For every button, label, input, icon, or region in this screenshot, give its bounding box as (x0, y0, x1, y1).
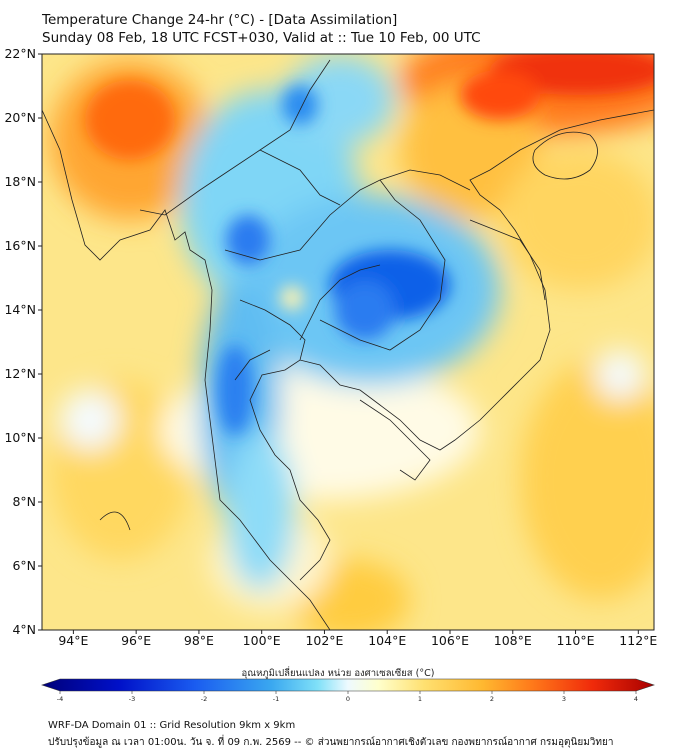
lat-tick-label: 14°N (4, 302, 36, 317)
colorbar: -4 -3 -2 -1 0 1 2 3 4 (41, 678, 655, 703)
map-title: Temperature Change 24-hr (°C) - [Data As… (42, 12, 398, 28)
latitude-axis: 22°N 20°N 18°N 16°N 14°N 12°N 10°N 8°N 6°N 4°N (4, 46, 42, 637)
lon-tick-label: 108°E (494, 633, 532, 648)
lat-tick-label: 10°N (4, 430, 36, 445)
colorbar-tick-label: -1 (273, 695, 279, 703)
footer-model-info: WRF-DA Domain 01 :: Grid Resolution 9km … (48, 720, 296, 731)
colorbar-tick-label: 3 (562, 695, 566, 703)
lon-tick-label: 110°E (557, 633, 595, 648)
lon-tick-label: 98°E (184, 633, 214, 648)
temperature-field (42, 54, 654, 630)
colorbar-tick-label: 2 (490, 695, 494, 703)
map-subtitle: Sunday 08 Feb, 18 UTC FCST+030, Valid at… (42, 30, 481, 46)
longitude-axis: 94°E 96°E 98°E 100°E 102°E 104°E 106°E 108°E 110… (58, 630, 657, 648)
map-frame (41, 53, 655, 631)
colorbar-tick-label: 4 (634, 695, 638, 703)
colorbar-tick-label: 0 (346, 695, 350, 703)
coastlines (42, 59, 654, 630)
lat-tick-label: 4°N (12, 622, 36, 637)
lat-tick-label: 12°N (4, 366, 36, 381)
colorbar-ticks: -4 -3 -2 -1 0 1 2 3 4 (57, 691, 638, 703)
lon-tick-label: 106°E (431, 633, 469, 648)
lon-tick-label: 112°E (619, 633, 657, 648)
lat-tick-label: 8°N (12, 494, 36, 509)
lon-tick-label: 100°E (243, 633, 281, 648)
lon-tick-label: 96°E (121, 633, 151, 648)
lat-tick-label: 22°N (4, 46, 36, 61)
lat-tick-label: 18°N (4, 174, 36, 189)
colorbar-tick-label: 1 (418, 695, 422, 703)
lat-tick-label: 16°N (4, 238, 36, 253)
colorbar-tick-label: -3 (129, 695, 135, 703)
lon-tick-label: 104°E (368, 633, 406, 648)
lat-tick-label: 6°N (12, 558, 36, 573)
lon-tick-label: 102°E (305, 633, 343, 648)
lon-tick-label: 94°E (58, 633, 88, 648)
colorbar-title: อุณหภูมิเปลี่ยนแปลง หน่วย องศาเซลเซียส (… (241, 668, 435, 679)
colorbar-tick-label: -2 (201, 695, 207, 703)
footer-update-info: ปรับปรุงข้อมูล ณ เวลา 01:00น. วัน จ. ที่… (48, 737, 614, 748)
lat-tick-label: 20°N (4, 110, 36, 125)
colorbar-tick-label: -4 (57, 695, 63, 703)
